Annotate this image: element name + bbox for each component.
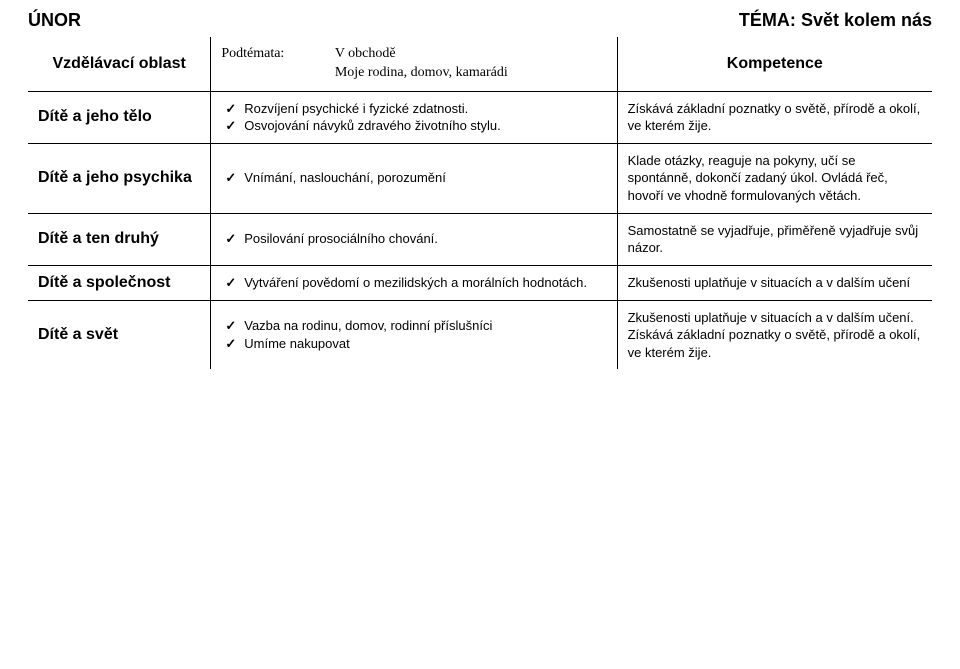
list-item: Posilování prosociálního chování. [225,230,606,248]
row-competence: Získává základní poznatky o světě, příro… [617,91,932,143]
row-competence: Klade otázky, reaguje na pokyny, učí se … [617,143,932,213]
list-item: Umíme nakupovat [225,335,606,353]
tema: TÉMA: Svět kolem nás [739,10,932,31]
top-header: ÚNOR TÉMA: Svět kolem nás [28,10,932,31]
list-item: Rozvíjení psychické i fyzické zdatnosti. [225,100,606,118]
list-item: Vazba na rodinu, domov, rodinní příslušn… [225,317,606,335]
tema-value: Svět kolem nás [801,10,932,30]
podtemata-cell: Podtémata: V obchodě Moje rodina, domov,… [211,37,617,91]
row-bullets: Vazba na rodinu, domov, rodinní příslušn… [211,300,617,369]
list-item: Vnímání, naslouchání, porozumění [225,169,606,187]
row-bullets: Posilování prosociálního chování. [211,213,617,265]
table-row: Dítě a svět Vazba na rodinu, domov, rodi… [28,300,932,369]
header-row: Vzdělávací oblast Podtémata: V obchodě M… [28,37,932,91]
table-row: Dítě a společnost Vytváření povědomí o m… [28,265,932,300]
podtemata-label: Podtémata: [221,45,331,64]
podtemata-line-2: Moje rodina, domov, kamarádi [335,65,508,80]
curriculum-table: Vzdělávací oblast Podtémata: V obchodě M… [28,37,932,369]
tema-label: TÉMA: [739,10,796,30]
row-competence: Samostatně se vyjadřuje, přiměřeně vyjad… [617,213,932,265]
row-competence: Zkušenosti uplatňuje v situacích a v dal… [617,300,932,369]
row-bullets: Rozvíjení psychické i fyzické zdatnosti.… [211,91,617,143]
row-label: Dítě a jeho tělo [28,91,211,143]
podtemata-line-1: V obchodě [335,46,396,61]
month-title: ÚNOR [28,10,81,31]
page: ÚNOR TÉMA: Svět kolem nás Vzdělávací obl… [0,0,960,379]
table-row: Dítě a jeho psychika Vnímání, naslouchán… [28,143,932,213]
list-item: Vytváření povědomí o mezilidských a morá… [225,274,606,292]
row-bullets: Vytváření povědomí o mezilidských a morá… [211,265,617,300]
row-label: Dítě a ten druhý [28,213,211,265]
list-item: Osvojování návyků zdravého životního sty… [225,117,606,135]
row-label: Dítě a společnost [28,265,211,300]
table-row: Dítě a ten druhý Posilování prosociálníh… [28,213,932,265]
col-header-vzdelavaci: Vzdělávací oblast [28,37,211,91]
table-row: Dítě a jeho tělo Rozvíjení psychické i f… [28,91,932,143]
col-header-kompetence: Kompetence [617,37,932,91]
row-competence: Zkušenosti uplatňuje v situacích a v dal… [617,265,932,300]
row-label: Dítě a svět [28,300,211,369]
row-label-text: Dítě a jeho psychika [38,169,192,186]
row-label: Dítě a jeho psychika [28,143,211,213]
podtemata-lines: V obchodě Moje rodina, domov, kamarádi [335,45,508,83]
row-bullets: Vnímání, naslouchání, porozumění [211,143,617,213]
